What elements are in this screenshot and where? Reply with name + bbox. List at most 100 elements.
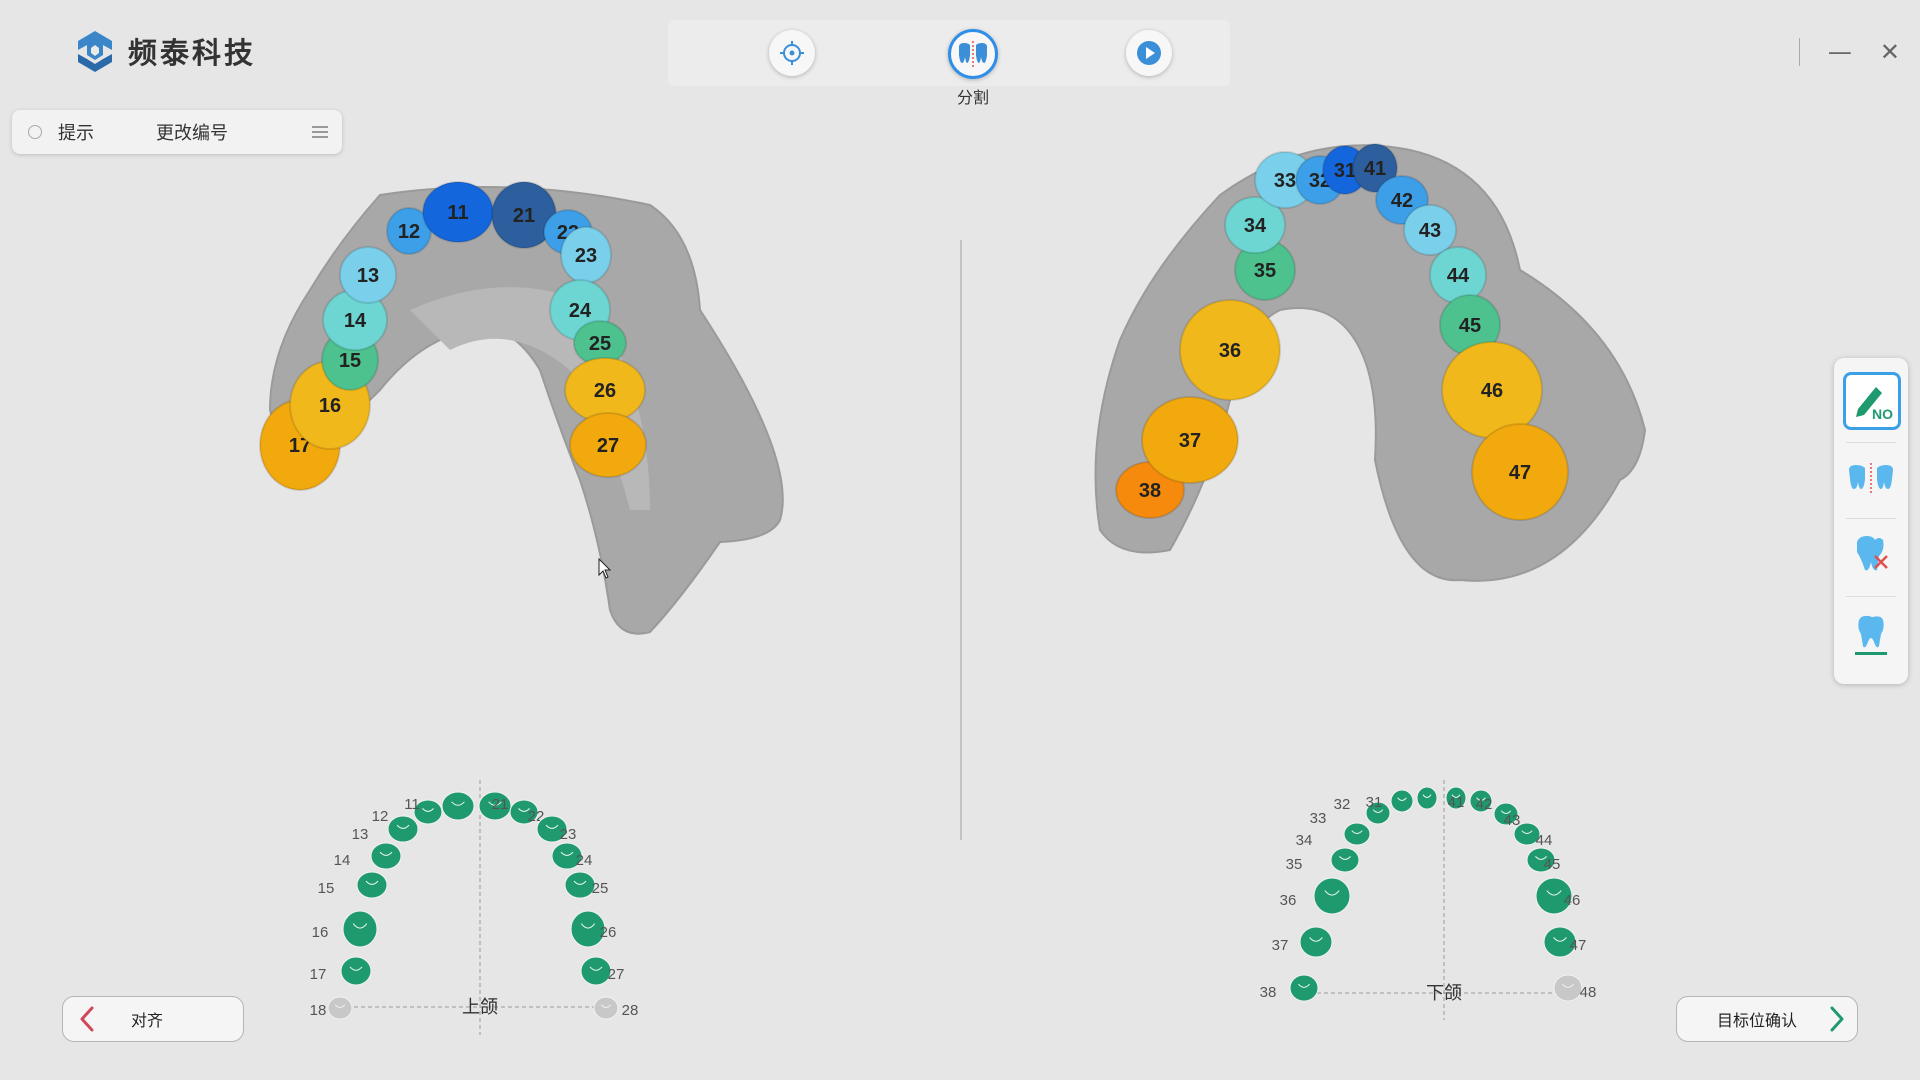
scan-tooth-label: 17	[289, 435, 311, 457]
chart-tooth-groove	[1372, 809, 1384, 813]
chart-tooth-label: 21	[492, 796, 509, 813]
chart-tooth-groove	[451, 801, 465, 806]
chart-tooth-label: 14	[334, 852, 351, 869]
scan-tooth-34[interactable]	[1224, 196, 1286, 254]
chart-tooth-47[interactable]	[1543, 926, 1577, 958]
scan-tooth-label: 41	[1364, 158, 1386, 180]
chart-tooth-label: 47	[1570, 937, 1587, 954]
change-number-label[interactable]: 更改编号	[156, 123, 228, 144]
chart-tooth-45[interactable]	[1526, 847, 1556, 873]
play-button[interactable]	[1126, 30, 1172, 76]
chart-tooth-22[interactable]	[509, 799, 539, 825]
scan-tooth-43[interactable]	[1403, 204, 1457, 256]
chart-tooth-21[interactable]	[478, 791, 512, 821]
chart-tooth-28[interactable]	[593, 996, 619, 1020]
chart-tooth-groove	[1324, 890, 1340, 896]
chart-tooth-24[interactable]	[551, 842, 583, 870]
chart-tooth-41[interactable]	[1445, 786, 1467, 810]
target-confirm-button[interactable]: 目标位确认	[1676, 996, 1858, 1042]
chart-tooth-label: 35	[1286, 856, 1303, 873]
chart-tooth-37[interactable]	[1299, 926, 1333, 958]
chart-tooth-label: 36	[1280, 892, 1297, 909]
chart-tooth-43[interactable]	[1493, 802, 1519, 826]
target-confirm-label: 目标位确认	[1717, 1011, 1798, 1030]
chart-tooth-13[interactable]	[387, 815, 419, 843]
scan-tooth-41[interactable]	[1352, 143, 1398, 193]
chart-tooth-15[interactable]	[356, 871, 388, 899]
chart-tooth-groove	[488, 801, 502, 806]
hint-label[interactable]: 提示	[58, 123, 94, 144]
scan-tooth-label: 11	[447, 202, 468, 224]
chart-tooth-groove	[589, 966, 603, 971]
chart-tooth-33[interactable]	[1365, 801, 1391, 825]
chart-tooth-36[interactable]	[1313, 877, 1351, 915]
remove-tooth-button[interactable]	[1843, 526, 1899, 582]
chart-tooth-label: 48	[1580, 984, 1597, 1001]
chart-tooth-35[interactable]	[1330, 847, 1360, 873]
chart-tooth-38[interactable]	[1289, 974, 1319, 1002]
align-back-button[interactable]: 对齐	[62, 996, 244, 1042]
window-controls-divider	[1798, 38, 1800, 66]
scan-tooth-36[interactable]	[1179, 299, 1281, 401]
chart-tooth-12[interactable]	[413, 799, 443, 825]
tooth-base-button[interactable]	[1843, 606, 1899, 662]
chart-tooth-11[interactable]	[441, 791, 475, 821]
chart-tooth-46[interactable]	[1535, 877, 1573, 915]
chart-tooth-26[interactable]	[570, 910, 606, 948]
chart-tooth-label: 24	[576, 852, 593, 869]
minimize-icon[interactable]: —	[1827, 38, 1852, 66]
chart-tooth-31[interactable]	[1416, 786, 1438, 810]
edit-number-button[interactable]: NO.	[1843, 372, 1901, 430]
chart-tooth-32[interactable]	[1390, 789, 1414, 813]
chart-tooth-label: 13	[352, 826, 369, 843]
chart-tooth-label: 11	[404, 796, 420, 813]
scan-tooth-label: 26	[594, 380, 616, 402]
chart-tooth-27[interactable]	[580, 956, 612, 986]
chart-tooth-label: 15	[318, 880, 335, 897]
scan-tooth-13[interactable]	[339, 246, 397, 304]
scan-tooth-label: 25	[589, 333, 611, 355]
segment-button[interactable]	[948, 29, 998, 79]
chart-tooth-groove	[349, 966, 363, 971]
scan-tooth-27[interactable]	[569, 412, 647, 478]
close-icon[interactable]: ✕	[1879, 38, 1900, 66]
chart-tooth-25[interactable]	[564, 871, 596, 899]
tool-divider	[1846, 518, 1896, 519]
chart-tooth-groove	[1422, 794, 1432, 798]
lower-chart-teeth: 38 37 36 35 34 33 32 31 41 42 43 44 45 46 47 48	[1260, 786, 1597, 1002]
chart-tooth-groove	[422, 808, 434, 812]
scan-tooth-label: 47	[1509, 462, 1531, 484]
chart-tooth-16[interactable]	[342, 910, 378, 948]
chart-tooth-label: 31	[1366, 794, 1383, 811]
chart-tooth-42[interactable]	[1469, 789, 1493, 813]
chart-tooth-groove	[1500, 810, 1512, 814]
chart-tooth-label: 41	[1448, 794, 1465, 811]
chart-tooth-groove	[580, 923, 596, 929]
chart-tooth-groove	[1351, 830, 1363, 834]
chart-tooth-18[interactable]	[327, 996, 353, 1020]
chart-tooth-44[interactable]	[1513, 822, 1541, 846]
chart-tooth-label: 27	[608, 966, 625, 983]
chevron-left-icon	[80, 1006, 94, 1032]
chart-tooth-label: 37	[1272, 937, 1289, 954]
locate-button[interactable]	[769, 30, 815, 76]
chart-tooth-14[interactable]	[370, 842, 402, 870]
split-tooth-button[interactable]	[1843, 450, 1899, 506]
menu-icon[interactable]	[312, 126, 328, 138]
chart-tooth-23[interactable]	[536, 815, 568, 843]
chart-tooth-48[interactable]	[1553, 974, 1583, 1002]
tool-divider	[1846, 442, 1896, 443]
scan-tooth-47[interactable]	[1471, 423, 1569, 521]
scan-tooth-label: 12	[398, 221, 420, 243]
chart-tooth-17[interactable]	[340, 956, 372, 986]
chart-tooth-34[interactable]	[1343, 822, 1371, 846]
chart-tooth-label: 26	[600, 924, 617, 941]
scan-tooth-37[interactable]	[1141, 396, 1239, 484]
chart-tooth-label: 46	[1564, 892, 1581, 909]
chart-tooth-label: 25	[592, 880, 609, 897]
window-controls: — ✕	[1798, 38, 1900, 66]
